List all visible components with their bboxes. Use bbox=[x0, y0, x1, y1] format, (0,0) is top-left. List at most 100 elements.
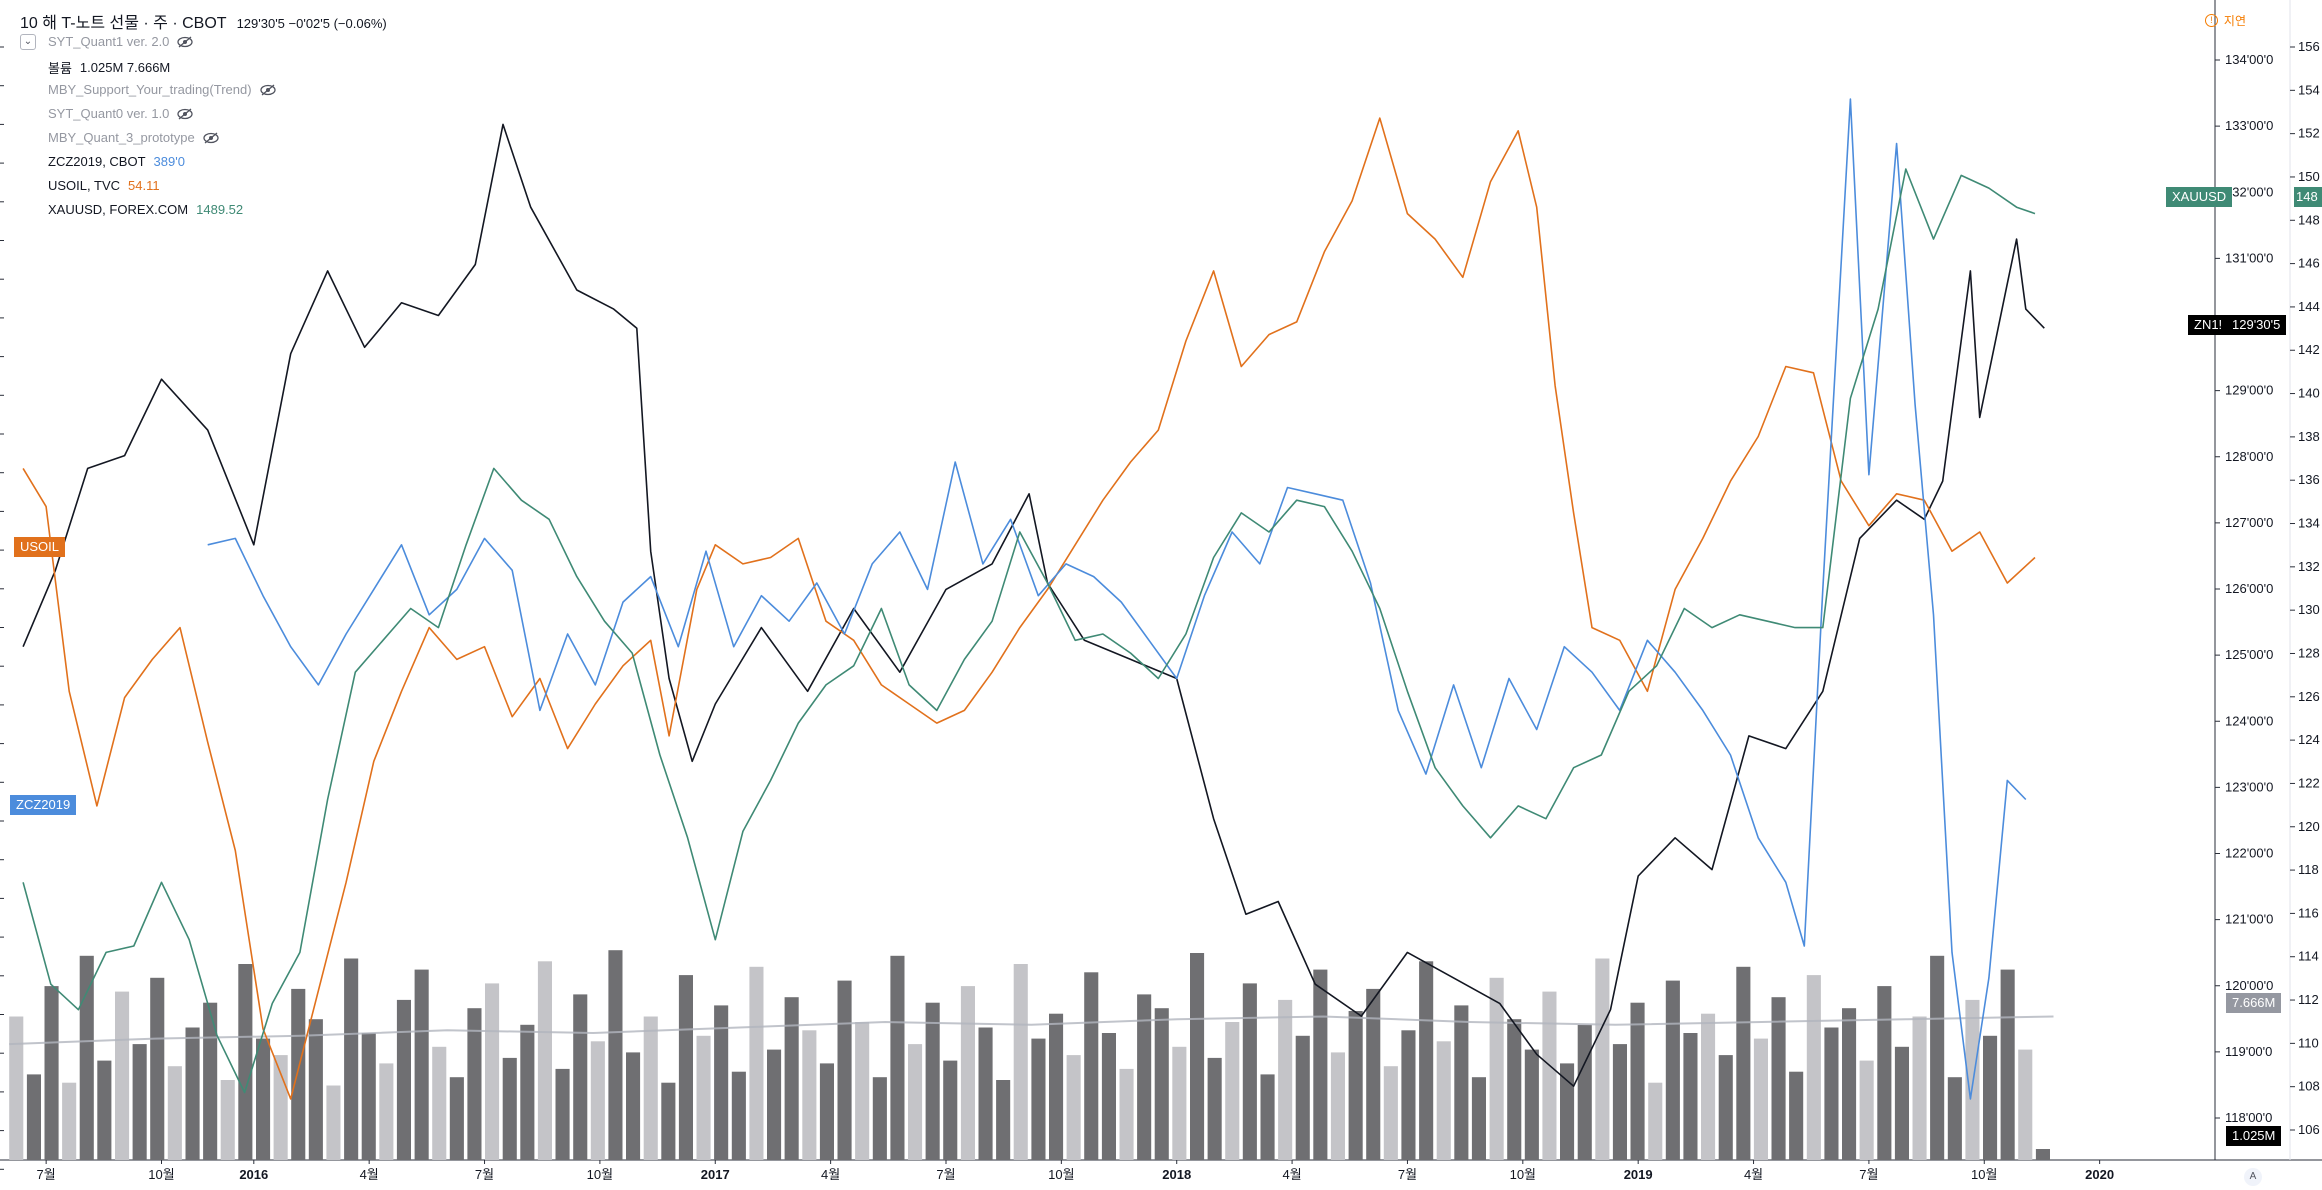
far-tick-label: 130 bbox=[2298, 602, 2320, 617]
volume-bar bbox=[256, 1038, 271, 1160]
hidden-eye-icon[interactable] bbox=[177, 108, 194, 120]
volume-bar bbox=[608, 950, 623, 1160]
collapse-legend-button[interactable]: ⌄ bbox=[20, 34, 36, 50]
time-tick-label: 10월 bbox=[1048, 1167, 1074, 1182]
indicator-value: 54.11 bbox=[128, 178, 160, 193]
volume-bar bbox=[2035, 1149, 2050, 1160]
volume-bar bbox=[361, 1033, 376, 1160]
price-tick-label: 119'00'0 bbox=[2225, 1044, 2272, 1059]
hidden-eye-icon[interactable] bbox=[259, 84, 276, 96]
volume-bar bbox=[696, 1035, 711, 1160]
price-tick-label: 131'00'0 bbox=[2225, 250, 2273, 265]
volume-bar bbox=[1983, 1035, 1998, 1160]
xauusd-axis-tag: XAUUSD bbox=[2166, 187, 2233, 207]
volume-bar bbox=[396, 999, 411, 1160]
volume-bar bbox=[1154, 1008, 1169, 1160]
volume-bar bbox=[1084, 972, 1099, 1160]
volume-bar bbox=[1612, 1044, 1627, 1160]
volume-bar bbox=[379, 1063, 394, 1160]
volume-bar bbox=[308, 1019, 323, 1160]
price-tick-label: 128'00'0 bbox=[2225, 449, 2273, 464]
volume-bar bbox=[1894, 1046, 1909, 1160]
volume-bar bbox=[291, 988, 306, 1160]
volume-bar bbox=[590, 1041, 605, 1160]
volume-bar bbox=[1348, 1011, 1363, 1160]
time-tick-label: 4월 bbox=[1282, 1167, 1301, 1182]
indicator-label: MBY_Support_Your_trading(Trend) bbox=[48, 82, 252, 97]
volume-bar bbox=[960, 986, 975, 1160]
volume-bar bbox=[1366, 988, 1381, 1160]
indicator-row[interactable]: SYT_Quant1 ver. 2.0 bbox=[48, 34, 194, 49]
indicator-row[interactable]: XAUUSD, FOREX.COM 1489.52 bbox=[48, 202, 243, 217]
volume-bar bbox=[449, 1077, 464, 1160]
volume-bar bbox=[1066, 1055, 1081, 1160]
time-tick-label: 7월 bbox=[936, 1167, 955, 1182]
volume-bar bbox=[414, 969, 429, 1160]
volume-bar bbox=[661, 1082, 676, 1160]
volume-bar bbox=[1912, 1016, 1927, 1160]
volume-bar bbox=[1648, 1082, 1663, 1160]
volume-bar bbox=[1013, 964, 1028, 1160]
volume-bar bbox=[1947, 1077, 1962, 1160]
volume-bar bbox=[978, 1027, 993, 1160]
time-tick-label: 4월 bbox=[1744, 1167, 1763, 1182]
symbol-header[interactable]: 10 해 T-노트 선물 · 주 · CBOT 129'30'5 −0'02'5… bbox=[20, 9, 387, 33]
far-tick-label: 142 bbox=[2298, 342, 2320, 357]
volume-bar bbox=[643, 1016, 658, 1160]
volume-bar bbox=[1806, 975, 1821, 1160]
volume-bar bbox=[996, 1080, 1011, 1160]
auto-scale-button[interactable]: A bbox=[2244, 1168, 2262, 1186]
price-tick-label: 134'00'0 bbox=[2225, 52, 2273, 67]
indicator-row[interactable]: ZCZ2019, CBOT 389'0 bbox=[48, 154, 185, 169]
volume-bar bbox=[1172, 1046, 1187, 1160]
hidden-eye-icon[interactable] bbox=[203, 132, 219, 144]
indicator-row[interactable]: 볼륨 1.025M 7.666M bbox=[48, 58, 170, 77]
volume-bar bbox=[1507, 1019, 1522, 1160]
far-tick-label: 138 bbox=[2298, 429, 2320, 444]
volume-bar bbox=[1137, 994, 1152, 1160]
far-tick-label: 134 bbox=[2298, 516, 2320, 531]
indicator-value: 1.025M 7.666M bbox=[79, 60, 171, 75]
time-tick-label: 7월 bbox=[1859, 1167, 1878, 1182]
volume-bar bbox=[1842, 1008, 1857, 1160]
volume-bar bbox=[1577, 1024, 1592, 1160]
far-tick-label: 120 bbox=[2298, 819, 2320, 834]
price-tick-label: 120'00'0 bbox=[2225, 978, 2273, 993]
volume-bar bbox=[872, 1077, 887, 1160]
indicator-label: XAUUSD, FOREX.COM bbox=[48, 202, 189, 217]
delay-label: 지연 bbox=[2223, 14, 2246, 28]
indicator-row[interactable]: SYT_Quant0 ver. 1.0 bbox=[48, 106, 194, 121]
volume-bar bbox=[1330, 1052, 1345, 1160]
far-tick-label: 156 bbox=[2298, 39, 2320, 54]
volume-bar bbox=[238, 964, 253, 1160]
indicator-row[interactable]: MBY_Support_Your_trading(Trend) bbox=[48, 82, 276, 97]
price-tick-label: 133'00'0 bbox=[2225, 118, 2273, 133]
volume-bar bbox=[467, 1008, 482, 1160]
volume-bar bbox=[1190, 953, 1205, 1160]
indicator-row[interactable]: MBY_Quant_3_prototype bbox=[48, 130, 219, 145]
time-tick-label: 2020 bbox=[2085, 1167, 2114, 1182]
far-tick-label: 108 bbox=[2298, 1079, 2320, 1094]
volume-bar bbox=[150, 977, 165, 1160]
indicator-row[interactable]: USOIL, TVC 54.11 bbox=[48, 178, 160, 193]
volume-bar bbox=[1031, 1038, 1046, 1160]
indicator-label: SYT_Quant0 ver. 1.0 bbox=[48, 106, 170, 121]
volume-bar bbox=[925, 1002, 940, 1160]
volume-bar bbox=[62, 1082, 77, 1160]
indicator-label: 볼륨 bbox=[48, 61, 72, 76]
volume-bar bbox=[943, 1060, 958, 1160]
volume-ma-tag: 7.666M bbox=[2226, 993, 2282, 1013]
delay-indicator[interactable]: ! 지연 bbox=[2204, 12, 2246, 29]
volume-bar bbox=[1560, 1063, 1575, 1160]
time-tick-label: 2017 bbox=[701, 1167, 730, 1182]
volume-bar bbox=[1683, 1033, 1698, 1160]
price-tick-label: 118'00'0 bbox=[2225, 1110, 2272, 1125]
volume-bar bbox=[1313, 969, 1328, 1160]
price-tick-label: 132'00'0 bbox=[2225, 184, 2273, 199]
time-tick-label: 10월 bbox=[587, 1167, 613, 1182]
volume-bar bbox=[1701, 1013, 1716, 1160]
hidden-eye-icon[interactable] bbox=[177, 36, 194, 48]
volume-bar bbox=[167, 1066, 182, 1160]
